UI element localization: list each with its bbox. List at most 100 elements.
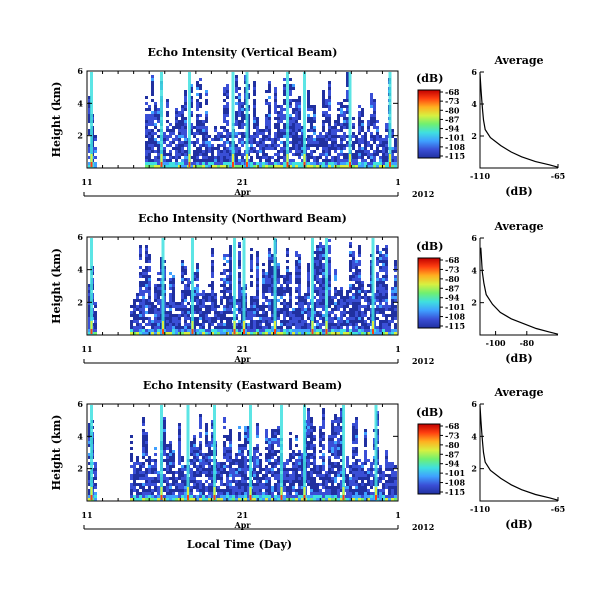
- year-label: 2012: [412, 522, 434, 532]
- event-streak-core: [162, 321, 165, 334]
- event-streak: [286, 72, 290, 167]
- colorbar-unit: (dB): [416, 72, 443, 85]
- event-streak-core: [286, 154, 289, 167]
- event-streak-core: [191, 321, 194, 334]
- panel-2: Echo Intensity (Northward Beam) 2 4 6 Height…: [50, 212, 559, 366]
- panel-title: Echo Intensity (Eastward Beam): [143, 379, 342, 392]
- event-streak: [186, 405, 190, 500]
- colorbar-tick-label: -87: [445, 449, 459, 459]
- event-streak-core: [325, 321, 328, 334]
- average-y-tick-label: 6: [471, 233, 477, 243]
- panel-title: Echo Intensity (Vertical Beam): [147, 46, 337, 59]
- average-x-tick-label: -100: [486, 338, 506, 348]
- event-streak: [231, 72, 235, 167]
- average-y-tick-label: 6: [471, 67, 477, 77]
- event-streak-core: [90, 321, 93, 334]
- average-x-tick-label: -65: [551, 504, 565, 514]
- year-label: 2012: [412, 189, 434, 199]
- y-tick-label: 4: [77, 431, 83, 441]
- event-streak: [245, 72, 249, 167]
- average-y-tick-label: 2: [471, 131, 477, 141]
- event-streak-core: [274, 321, 277, 334]
- event-streak: [388, 72, 392, 167]
- x-tick-label: 21: [237, 510, 248, 520]
- event-streak-core: [246, 154, 249, 167]
- month-label: Apr: [233, 354, 251, 364]
- x-tick-label: 21: [237, 344, 248, 354]
- event-streak: [213, 405, 217, 500]
- panel-title: Echo Intensity (Northward Beam): [138, 212, 347, 225]
- event-streak: [371, 238, 375, 334]
- colorbar-tick-label: -115: [445, 487, 465, 497]
- event-streak-peak: [246, 162, 249, 167]
- event-streak: [90, 72, 94, 167]
- event-streak-core: [348, 154, 351, 167]
- colorbar-tick-label: -115: [445, 321, 465, 331]
- event-streak-core: [213, 487, 216, 500]
- average-y-tick-label: 4: [471, 431, 477, 441]
- average-x-tick-label: -110: [470, 171, 490, 181]
- event-streak: [160, 405, 164, 500]
- panel-1: Echo Intensity (Vertical Beam) 2 4 6 Height …: [50, 46, 565, 199]
- month-label: Apr: [233, 187, 251, 197]
- average-y-tick-label: 2: [471, 464, 477, 474]
- event-streak-peak: [191, 329, 194, 334]
- event-streak: [303, 72, 307, 167]
- event-streak-peak: [348, 162, 351, 167]
- event-streak: [374, 405, 378, 500]
- average-x-label: (dB): [505, 352, 532, 365]
- heatmap-cells: [88, 405, 397, 501]
- colorbar-tick-label: -101: [445, 468, 465, 478]
- event-streak-peak: [303, 495, 306, 500]
- event-streak-core: [90, 487, 93, 500]
- event-streak-peak: [188, 162, 191, 167]
- average-panel-1: Average 2 4 6 -110 -65 (dB): [470, 54, 565, 198]
- event-streak: [279, 405, 283, 500]
- event-streak-peak: [286, 162, 289, 167]
- event-streak: [160, 72, 164, 167]
- x-tick-label: 1: [395, 177, 401, 187]
- x-tick-label: 11: [81, 177, 92, 187]
- x-axis-label: Local Time (Day): [187, 538, 292, 551]
- average-title: Average: [493, 54, 543, 67]
- event-streak-peak: [233, 329, 236, 334]
- event-streak-peak: [90, 495, 93, 500]
- colorbar-tick-label: -80: [445, 105, 460, 115]
- event-streak-peak: [249, 495, 252, 500]
- heatmap-cells: [88, 72, 397, 168]
- average-y-tick-label: 4: [471, 265, 477, 275]
- event-streak: [342, 405, 346, 500]
- event-streak-core: [311, 321, 314, 334]
- event-streak: [191, 238, 195, 334]
- y-axis-label: Height (km): [50, 82, 63, 158]
- event-streak: [248, 405, 252, 500]
- y-tick-label: 4: [77, 98, 83, 108]
- event-streak-peak: [311, 329, 314, 334]
- event-streak-core: [233, 321, 236, 334]
- colorbar-tick-label: -87: [445, 114, 459, 124]
- year-label: 2012: [412, 356, 434, 366]
- y-tick-label: 2: [77, 131, 83, 141]
- month-label: Apr: [233, 520, 251, 530]
- colorbar-tick-label: -73: [445, 430, 460, 440]
- x-tick-label: 1: [395, 344, 401, 354]
- event-streak-peak: [303, 162, 306, 167]
- average-profile-line: [479, 73, 559, 168]
- average-y-tick-label: 2: [471, 298, 477, 308]
- colorbar-tick-label: -101: [445, 302, 465, 312]
- colorbar: [417, 257, 441, 329]
- event-streak-peak: [342, 495, 345, 500]
- colorbar-tick-label: -73: [445, 96, 460, 106]
- x-tick-label: 11: [81, 344, 92, 354]
- event-streak-peak: [280, 495, 283, 500]
- x-tick-label: 1: [395, 510, 401, 520]
- average-axes: [479, 238, 558, 336]
- event-streak: [324, 238, 328, 334]
- colorbar: [417, 423, 441, 495]
- event-streak-core: [280, 487, 283, 500]
- colorbar-tick-label: -68: [445, 421, 460, 431]
- event-streak-peak: [160, 495, 163, 500]
- average-y-tick-label: 6: [471, 399, 477, 409]
- event-streak-peak: [389, 162, 392, 167]
